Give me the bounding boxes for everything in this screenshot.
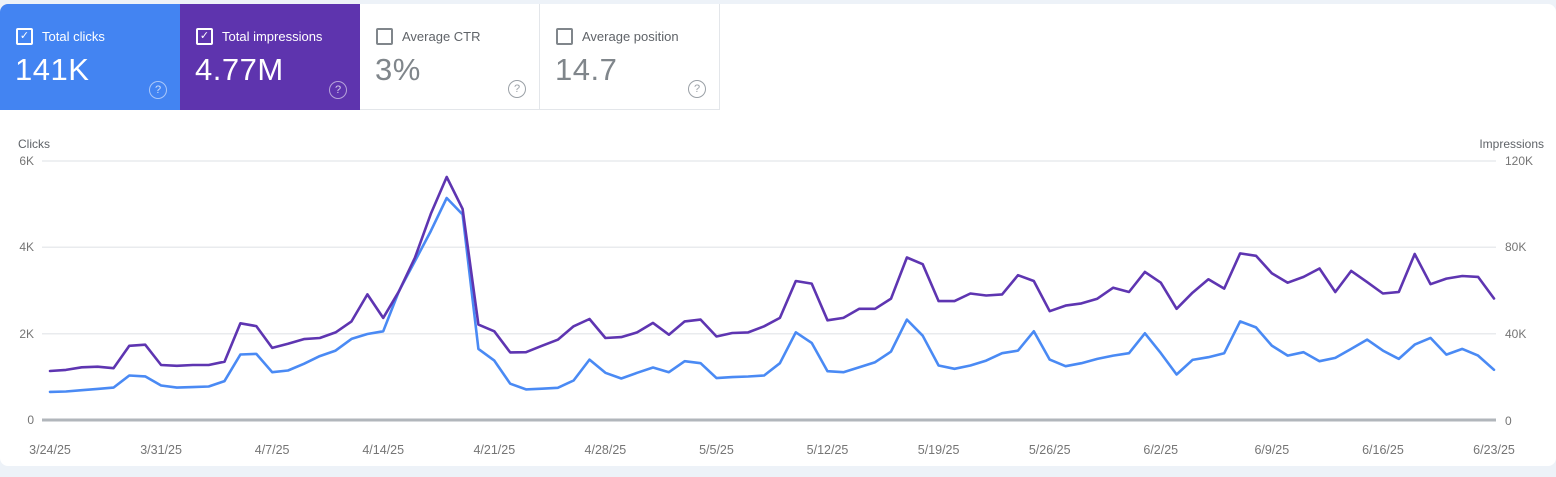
right-tick-120k: 120K — [1505, 154, 1534, 168]
card-value: 4.77M — [195, 52, 284, 87]
x-tick-label: 6/23/25 — [1473, 443, 1515, 457]
checkbox-average-position-icon[interactable] — [556, 28, 573, 45]
x-tick-label: 4/7/25 — [254, 443, 290, 457]
x-tick-label: 4/14/25 — [362, 443, 405, 457]
card-label: Average CTR — [402, 29, 481, 44]
x-tick-label: 6/9/25 — [1254, 443, 1290, 457]
x-tick-label: 3/24/25 — [29, 443, 71, 457]
x-tick-label: 4/28/25 — [584, 443, 627, 457]
x-tick-label: 4/21/25 — [473, 443, 516, 457]
left-tick-6k: 6K — [19, 154, 34, 168]
checkbox-total-clicks-icon[interactable]: ✓ — [16, 28, 33, 45]
x-tick-label: 6/16/25 — [1362, 443, 1404, 457]
checkbox-total-impressions-icon[interactable]: ✓ — [196, 28, 213, 45]
x-tick-label: 5/12/25 — [806, 443, 849, 457]
left-tick-4k: 4K — [19, 240, 34, 254]
checkbox-average-ctr-icon[interactable] — [376, 28, 393, 45]
card-value: 3% — [375, 52, 421, 87]
help-icon[interactable]: ? — [149, 81, 167, 99]
card-value: 14.7 — [555, 52, 618, 87]
card-label: Average position — [582, 29, 679, 44]
right-axis-title: Impressions — [1479, 137, 1544, 151]
card-total-clicks[interactable]: ✓ Total clicks 141K ? — [0, 4, 180, 110]
card-average-ctr[interactable]: Average CTR 3% ? — [360, 4, 540, 110]
card-average-position[interactable]: Average position 14.7 ? — [540, 4, 720, 110]
right-tick-0: 0 — [1505, 414, 1512, 428]
x-tick-label: 5/26/25 — [1028, 443, 1071, 457]
left-axis-title: Clicks — [18, 137, 50, 151]
right-tick-40k: 40K — [1505, 327, 1527, 341]
help-icon[interactable]: ? — [329, 81, 347, 99]
card-label: Total impressions — [222, 29, 323, 44]
x-tick-label: 3/31/25 — [140, 443, 182, 457]
card-value: 141K — [15, 52, 90, 87]
card-label: Total clicks — [42, 29, 105, 44]
x-tick-label: 6/2/25 — [1143, 443, 1179, 457]
help-icon[interactable]: ? — [688, 80, 706, 98]
left-tick-2k: 2K — [19, 327, 34, 341]
left-tick-0: 0 — [27, 413, 34, 427]
x-tick-label: 5/5/25 — [699, 443, 734, 457]
x-tick-label: 5/19/25 — [917, 443, 960, 457]
right-tick-80k: 80K — [1505, 240, 1527, 254]
card-total-impressions[interactable]: ✓ Total impressions 4.77M ? — [180, 4, 360, 110]
help-icon[interactable]: ? — [508, 80, 526, 98]
metric-cards-row: ✓ Total clicks 141K ? ✓ Total impression… — [0, 4, 720, 110]
